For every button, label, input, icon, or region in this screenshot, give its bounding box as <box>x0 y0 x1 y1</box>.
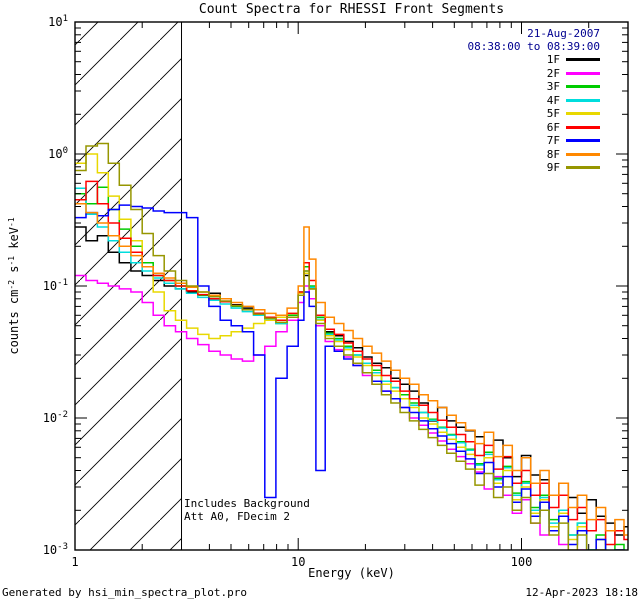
legend-entries: 1F 2F 3F 4F 5F 6F 7F 8F 9F <box>468 53 600 175</box>
legend-time-range: 08:38:00 to 08:39:00 <box>467 40 600 53</box>
x-tick-label: 100 <box>511 555 533 569</box>
legend-entry-7f: 7F <box>468 134 600 148</box>
legend-color-swatch <box>566 71 600 75</box>
x-tick-label: 1 <box>71 555 78 569</box>
legend-color-swatch <box>566 58 600 62</box>
annotation-includes-background: Includes Background <box>184 497 310 510</box>
legend-entry-label: 8F <box>546 147 560 161</box>
legend-entry-label: 1F <box>546 53 560 67</box>
axes-frame <box>74 21 629 551</box>
y-axis-label: counts cm-2 s-1 keV-1 <box>7 217 21 355</box>
series-8f <box>75 202 628 536</box>
series-5f <box>75 153 625 550</box>
legend-entry-1f: 1F <box>468 53 600 67</box>
footer-plot-timestamp: 12-Apr-2023 18:18 <box>525 586 638 599</box>
y-tick-label: 10-1 <box>43 278 68 293</box>
legend-entry-label: 4F <box>546 93 560 107</box>
legend-entry-4f: 4F <box>468 94 600 108</box>
legend-entry-2f: 2F <box>468 67 600 81</box>
y-tick-label: 101 <box>48 14 68 29</box>
legend-color-swatch <box>566 152 600 156</box>
legend-entry-label: 5F <box>546 107 560 121</box>
y-tick-label: 100 <box>48 146 68 161</box>
series-9f <box>75 142 607 550</box>
legend-entry-6f: 6F <box>468 121 600 135</box>
x-axis-label: Energy (keV) <box>308 566 395 580</box>
legend-entry-8f: 8F <box>468 148 600 162</box>
legend-entry-label: 2F <box>546 66 560 80</box>
annotation-attenuator-state: Att A0, FDecim 2 <box>184 510 290 523</box>
chart-title: Count Spectra for RHESSI Front Segments <box>198 2 505 17</box>
legend-color-swatch <box>566 112 600 116</box>
legend-entry-5f: 5F <box>468 107 600 121</box>
legend-entry-label: 9F <box>546 161 560 175</box>
y-tick-label: 10-2 <box>43 410 68 425</box>
legend-entry-label: 7F <box>546 134 560 148</box>
series-6f <box>75 180 628 546</box>
legend-color-swatch <box>566 125 600 129</box>
legend-color-swatch <box>566 166 600 170</box>
y-tick-label: 10-3 <box>43 542 68 557</box>
series-2f <box>75 274 588 550</box>
footer-generated-by: Generated by hsi_min_spectra_plot.pro <box>2 586 248 599</box>
legend-color-swatch <box>566 85 600 89</box>
legend: 21-Aug-2007 08:38:00 to 08:39:00 1F 2F 3F 4… <box>468 27 600 175</box>
legend-date: 21-Aug-2007 <box>527 27 600 40</box>
legend-entry-9f: 9F <box>468 161 600 175</box>
legend-entry-3f: 3F <box>468 80 600 94</box>
legend-entry-label: 6F <box>546 120 560 134</box>
series-4f <box>75 187 625 550</box>
spectra-series <box>75 142 628 550</box>
legend-color-swatch <box>566 139 600 143</box>
tick-labels: 1 10 100 101 100 10-1 10-2 10-3 <box>43 14 533 569</box>
x-tick-label: 10 <box>291 555 305 569</box>
legend-color-swatch <box>566 98 600 102</box>
legend-entry-label: 3F <box>546 80 560 94</box>
